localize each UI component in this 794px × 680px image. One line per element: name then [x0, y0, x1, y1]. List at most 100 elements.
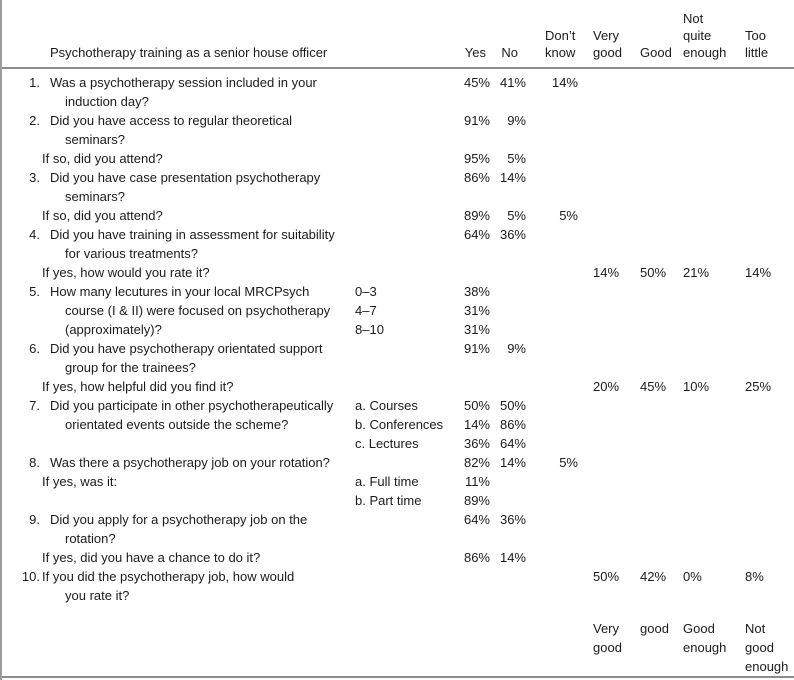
cell-tl — [744, 282, 794, 301]
cell-dk — [526, 415, 578, 434]
cell-num — [2, 206, 40, 225]
table-row: 8. Was there a psychotherapy job on your … — [2, 453, 794, 472]
cell-tl — [744, 491, 794, 510]
table-row: rotation? — [2, 529, 794, 548]
cell-nqe — [682, 111, 744, 130]
cell-sub — [352, 92, 455, 111]
cell-sub: 4–7 — [355, 303, 377, 318]
cell-yes — [455, 619, 490, 676]
table-row: seminars? — [2, 130, 794, 149]
cell-nqe — [682, 415, 744, 434]
cell-q — [40, 491, 352, 510]
cell-sub — [352, 586, 455, 605]
cell-vg — [578, 301, 638, 320]
cell-good — [638, 358, 682, 377]
cell-q: rotation? — [65, 531, 116, 546]
cell-nqe — [682, 510, 744, 529]
cell-tl — [744, 548, 794, 567]
cell-yes: 38% — [463, 284, 490, 299]
cell-dk: 14% — [551, 75, 578, 90]
cell-tl — [744, 586, 794, 605]
cell-no — [490, 529, 526, 548]
table-row: 6. Did you have psychotherapy orientated … — [2, 339, 794, 358]
cell-yes: 91% — [463, 341, 490, 356]
cell-no: 14% — [499, 550, 526, 565]
cell-q: If yes, was it: — [42, 474, 118, 489]
cell-q — [40, 619, 352, 676]
cell-good — [638, 415, 682, 434]
col-header-dont-know: Don’t know — [545, 28, 576, 60]
cell-num — [2, 619, 40, 676]
cell-yes: 86% — [463, 550, 490, 565]
cell-q: How many lecutures in your local MRCPsyc… — [50, 284, 310, 299]
cell-dk: 5% — [559, 208, 578, 223]
cell-yes: 64% — [463, 512, 490, 527]
cell-num: 7. — [29, 398, 40, 413]
cell-nqe — [682, 301, 744, 320]
cell-dk — [526, 187, 578, 206]
table-row: orientated events outside the scheme? b. … — [2, 415, 794, 434]
cell-vg — [578, 111, 638, 130]
cell-good — [638, 510, 682, 529]
cell-vg: Very good — [593, 621, 622, 655]
cell-q: orientated events outside the scheme? — [65, 417, 289, 432]
cell-q: (approximately)? — [65, 322, 162, 337]
cell-sub — [352, 548, 455, 567]
cell-dk — [526, 510, 578, 529]
cell-dk — [526, 130, 578, 149]
table-row: b. Part time 89% — [2, 491, 794, 510]
cell-vg — [578, 472, 638, 491]
cell-tl: 25% — [745, 379, 772, 394]
cell-vg — [578, 510, 638, 529]
cell-tl — [744, 472, 794, 491]
cell-no — [490, 130, 526, 149]
cell-yes — [455, 244, 490, 263]
table-row: seminars? — [2, 187, 794, 206]
table-row: If yes, did you have a chance to do it? 8… — [2, 548, 794, 567]
cell-num — [2, 358, 40, 377]
cell-yes — [455, 567, 490, 586]
cell-nqe — [682, 225, 744, 244]
cell-sub — [352, 168, 455, 187]
cell-good — [638, 225, 682, 244]
cell-tl — [744, 244, 794, 263]
cell-dk — [526, 301, 578, 320]
cell-dk — [526, 320, 578, 339]
cell-q: induction day? — [65, 94, 149, 109]
col-header-too-little: Too little — [745, 28, 769, 60]
cell-q: Did you have training in assessment for … — [50, 227, 335, 242]
cell-yes — [455, 377, 490, 396]
cell-no — [490, 187, 526, 206]
cell-tl — [744, 130, 794, 149]
cell-yes: 89% — [463, 493, 490, 508]
cell-no: 64% — [499, 436, 526, 451]
cell-good — [638, 472, 682, 491]
cell-dk — [526, 472, 578, 491]
table-row: If so, did you attend? 95% 5% — [2, 149, 794, 168]
cell-vg: 20% — [593, 379, 620, 394]
cell-dk — [526, 358, 578, 377]
table-row: 3. Did you have case presentation psychot… — [2, 168, 794, 187]
cell-vg — [578, 92, 638, 111]
cell-tl: 8% — [745, 569, 764, 584]
cell-num: 10. — [21, 569, 40, 584]
cell-num — [2, 149, 40, 168]
cell-dk — [526, 282, 578, 301]
cell-no: 14% — [499, 170, 526, 185]
cell-q: If you did the psychotherapy job, how wo… — [42, 569, 295, 584]
table-row: course (I & II) were focused on psychoth… — [2, 301, 794, 320]
cell-dk — [526, 111, 578, 130]
cell-sub: b. Part time — [355, 493, 422, 508]
cell-vg — [578, 244, 638, 263]
cell-good — [638, 282, 682, 301]
cell-nqe — [682, 358, 744, 377]
cell-dk — [526, 339, 578, 358]
cell-q: Did you have access to regular theoretic… — [50, 113, 293, 128]
cell-no: 36% — [499, 227, 526, 242]
cell-dk — [526, 491, 578, 510]
cell-num — [2, 320, 40, 339]
cell-num — [2, 263, 40, 282]
cell-sub — [352, 68, 455, 92]
table-row: 2. Did you have access to regular theoret… — [2, 111, 794, 130]
